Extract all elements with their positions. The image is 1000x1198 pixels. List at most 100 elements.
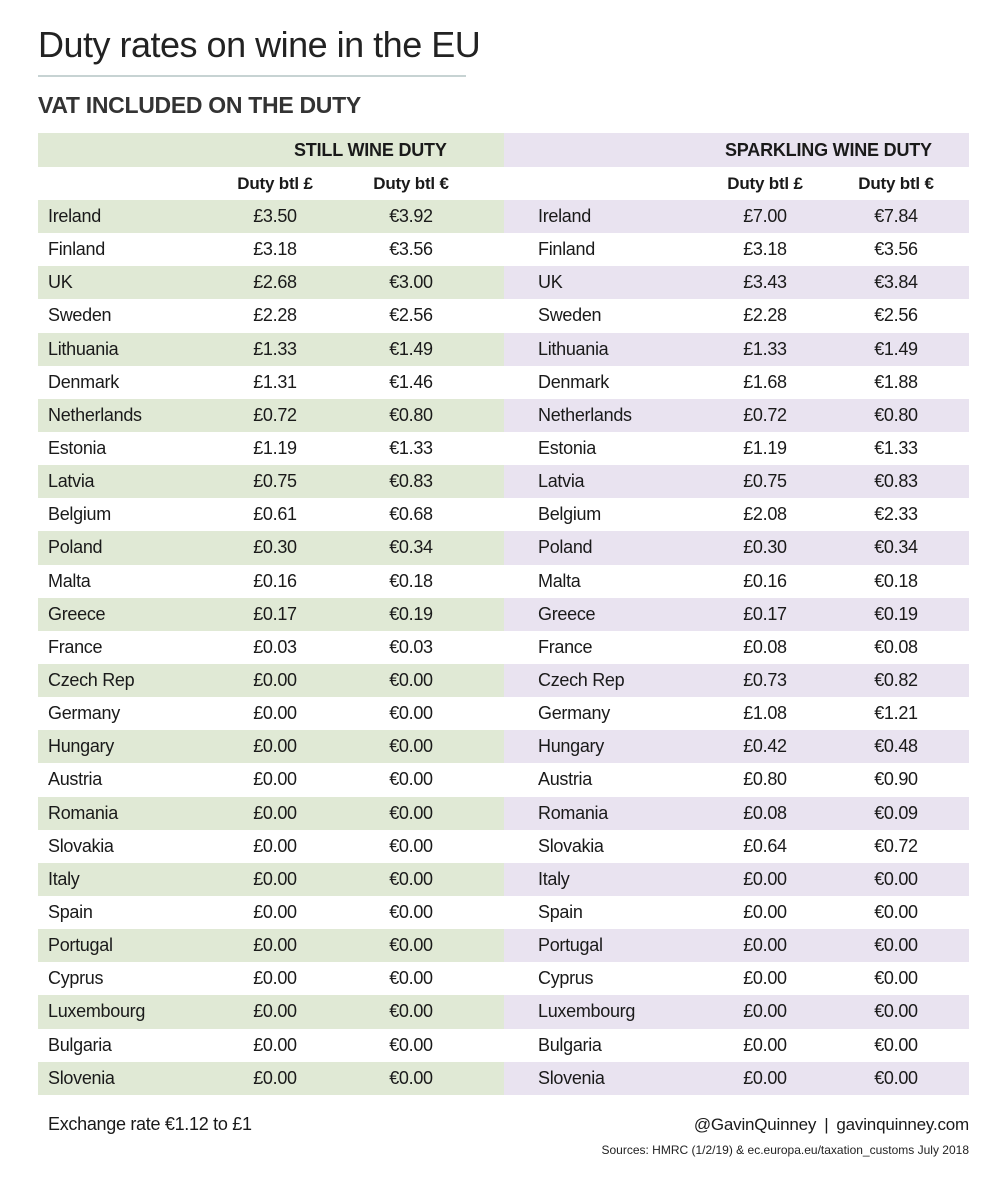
- sparkling-eur-cell: €0.72: [874, 835, 918, 856]
- still-gbp-cell: £3.18: [253, 239, 297, 260]
- still-eur-cell: €0.00: [389, 901, 433, 922]
- still-eur-cell: €0.00: [389, 868, 433, 889]
- sparkling-eur-cell: €0.00: [874, 1001, 918, 1022]
- still-eur-cell: €0.80: [389, 404, 433, 425]
- sparkling-gbp-cell: £0.00: [743, 1001, 787, 1022]
- still-gbp-cell: £0.00: [253, 769, 297, 790]
- still-gbp-cell: £0.00: [253, 935, 297, 956]
- still-table-row: Sweden £2.28 €2.56: [38, 299, 504, 332]
- still-table-row: Cyprus £0.00 €0.00: [38, 962, 504, 995]
- sparkling-eur-cell: €0.08: [874, 636, 918, 657]
- sparkling-eur-cell: €3.84: [874, 272, 918, 293]
- still-table-row: Denmark £1.31 €1.46: [38, 366, 504, 399]
- still-country-cell: Netherlands: [48, 404, 142, 425]
- sparkling-table-row: Italy £0.00 €0.00: [504, 862, 969, 896]
- still-gbp-cell: £0.61: [253, 504, 297, 525]
- sparkling-table-row: Romania £0.08 €0.09: [504, 796, 969, 830]
- still-table-row: Italy £0.00 €0.00: [38, 862, 504, 896]
- sparkling-table-row: Ireland £7.00 €7.84: [504, 200, 969, 234]
- still-gbp-cell: £0.00: [253, 669, 297, 690]
- sparkling-country-cell: Lithuania: [538, 338, 609, 359]
- still-col-gbp: Duty btl £: [237, 174, 313, 193]
- sparkling-table-row: Luxembourg £0.00 €0.00: [504, 995, 969, 1029]
- sparkling-table-row: Finland £3.18 €3.56: [504, 233, 969, 266]
- sparkling-gbp-cell: £3.43: [743, 272, 787, 293]
- sparkling-wine-heading: SPARKLING WINE DUTY: [725, 140, 932, 160]
- sparkling-eur-cell: €1.33: [874, 437, 918, 458]
- sparkling-gbp-cell: £0.00: [743, 901, 787, 922]
- page-title: Duty rates on wine in the EU: [38, 24, 481, 65]
- still-gbp-cell: £0.72: [253, 404, 297, 425]
- sparkling-eur-cell: €0.09: [874, 802, 918, 823]
- still-country-cell: Poland: [48, 537, 103, 558]
- still-country-cell: Sweden: [48, 305, 112, 326]
- sparkling-eur-cell: €0.00: [874, 968, 918, 989]
- sparkling-country-cell: Bulgaria: [538, 1034, 602, 1055]
- still-eur-cell: €0.00: [389, 935, 433, 956]
- sparkling-col-gbp: Duty btl £: [727, 174, 803, 193]
- still-eur-cell: €3.92: [389, 206, 433, 226]
- still-gbp-cell: £0.16: [253, 570, 297, 591]
- still-gbp-cell: £1.19: [253, 437, 297, 458]
- still-gbp-cell: £0.00: [253, 1034, 297, 1055]
- still-col-eur: Duty btl €: [373, 174, 449, 193]
- still-gbp-cell: £0.00: [253, 868, 297, 889]
- sparkling-table-row: Estonia £1.19 €1.33: [504, 432, 969, 465]
- sparkling-eur-cell: €2.33: [874, 504, 918, 525]
- website-link[interactable]: gavinquinney.com: [836, 1115, 969, 1134]
- still-table-row: Bulgaria £0.00 €0.00: [38, 1029, 504, 1062]
- still-table-row: Netherlands £0.72 €0.80: [38, 398, 504, 432]
- page-subtitle: VAT INCLUDED ON THE DUTY: [38, 92, 361, 118]
- still-eur-cell: €0.00: [389, 968, 433, 989]
- still-eur-cell: €2.56: [389, 305, 433, 326]
- sparkling-table-row: Greece £0.17 €0.19: [504, 597, 969, 631]
- still-wine-heading: STILL WINE DUTY: [294, 140, 447, 160]
- still-gbp-cell: £0.30: [253, 537, 297, 558]
- sparkling-eur-cell: €0.80: [874, 404, 918, 425]
- still-country-cell: Slovakia: [48, 835, 114, 856]
- still-table-row: Slovakia £0.00 €0.00: [38, 830, 504, 863]
- sparkling-country-cell: Cyprus: [538, 968, 594, 989]
- still-gbp-cell: £0.17: [253, 603, 297, 624]
- sparkling-country-cell: Belgium: [538, 504, 601, 525]
- still-table-row: Poland £0.30 €0.34: [38, 531, 504, 565]
- still-wine-column-headers: Duty btl £ Duty btl €: [38, 167, 504, 200]
- still-country-cell: Estonia: [48, 437, 106, 458]
- still-country-cell: Belgium: [48, 504, 111, 525]
- still-gbp-cell: £0.00: [253, 901, 297, 922]
- still-country-cell: Austria: [48, 769, 102, 790]
- still-table-row: Hungary £0.00 €0.00: [38, 730, 504, 764]
- still-table-row: Portugal £0.00 €0.00: [38, 929, 504, 963]
- still-country-cell: Finland: [48, 239, 105, 260]
- still-gbp-cell: £3.50: [253, 206, 297, 226]
- still-table-row: Luxembourg £0.00 €0.00: [38, 995, 504, 1029]
- sparkling-gbp-cell: £0.08: [743, 636, 787, 657]
- sparkling-eur-cell: €0.90: [874, 769, 918, 790]
- sparkling-gbp-cell: £0.64: [743, 835, 787, 856]
- still-eur-cell: €3.00: [389, 272, 433, 293]
- sparkling-eur-cell: €0.82: [874, 669, 918, 690]
- still-eur-cell: €0.00: [389, 835, 433, 856]
- sparkling-table-row: Spain £0.00 €0.00: [504, 896, 969, 929]
- still-gbp-cell: £0.00: [253, 703, 297, 724]
- still-gbp-cell: £0.00: [253, 968, 297, 989]
- sparkling-country-cell: Slovenia: [538, 1067, 605, 1088]
- still-country-cell: UK: [48, 272, 73, 293]
- still-eur-cell: €0.00: [389, 769, 433, 790]
- sparkling-table-row: Czech Rep £0.73 €0.82: [504, 663, 969, 698]
- still-table-row: Germany £0.00 €0.00: [38, 697, 504, 730]
- sparkling-gbp-cell: £1.19: [743, 437, 787, 458]
- still-eur-cell: €1.49: [389, 338, 433, 359]
- still-eur-cell: €0.18: [389, 570, 433, 591]
- still-gbp-cell: £1.33: [253, 338, 297, 359]
- sparkling-eur-cell: €2.56: [874, 305, 918, 326]
- still-table-row: Ireland £3.50 €3.92: [38, 200, 504, 234]
- still-wine-table: STILL WINE DUTY Duty btl £ Duty btl € Ir…: [38, 133, 504, 1095]
- sparkling-country-cell: Poland: [538, 537, 593, 558]
- still-country-cell: Latvia: [48, 471, 95, 492]
- still-eur-cell: €0.00: [389, 1034, 433, 1055]
- sparkling-country-cell: Slovakia: [538, 835, 604, 856]
- sparkling-gbp-cell: £0.00: [743, 1034, 787, 1055]
- still-country-cell: Romania: [48, 802, 118, 823]
- still-wine-heading-band: STILL WINE DUTY: [38, 133, 504, 167]
